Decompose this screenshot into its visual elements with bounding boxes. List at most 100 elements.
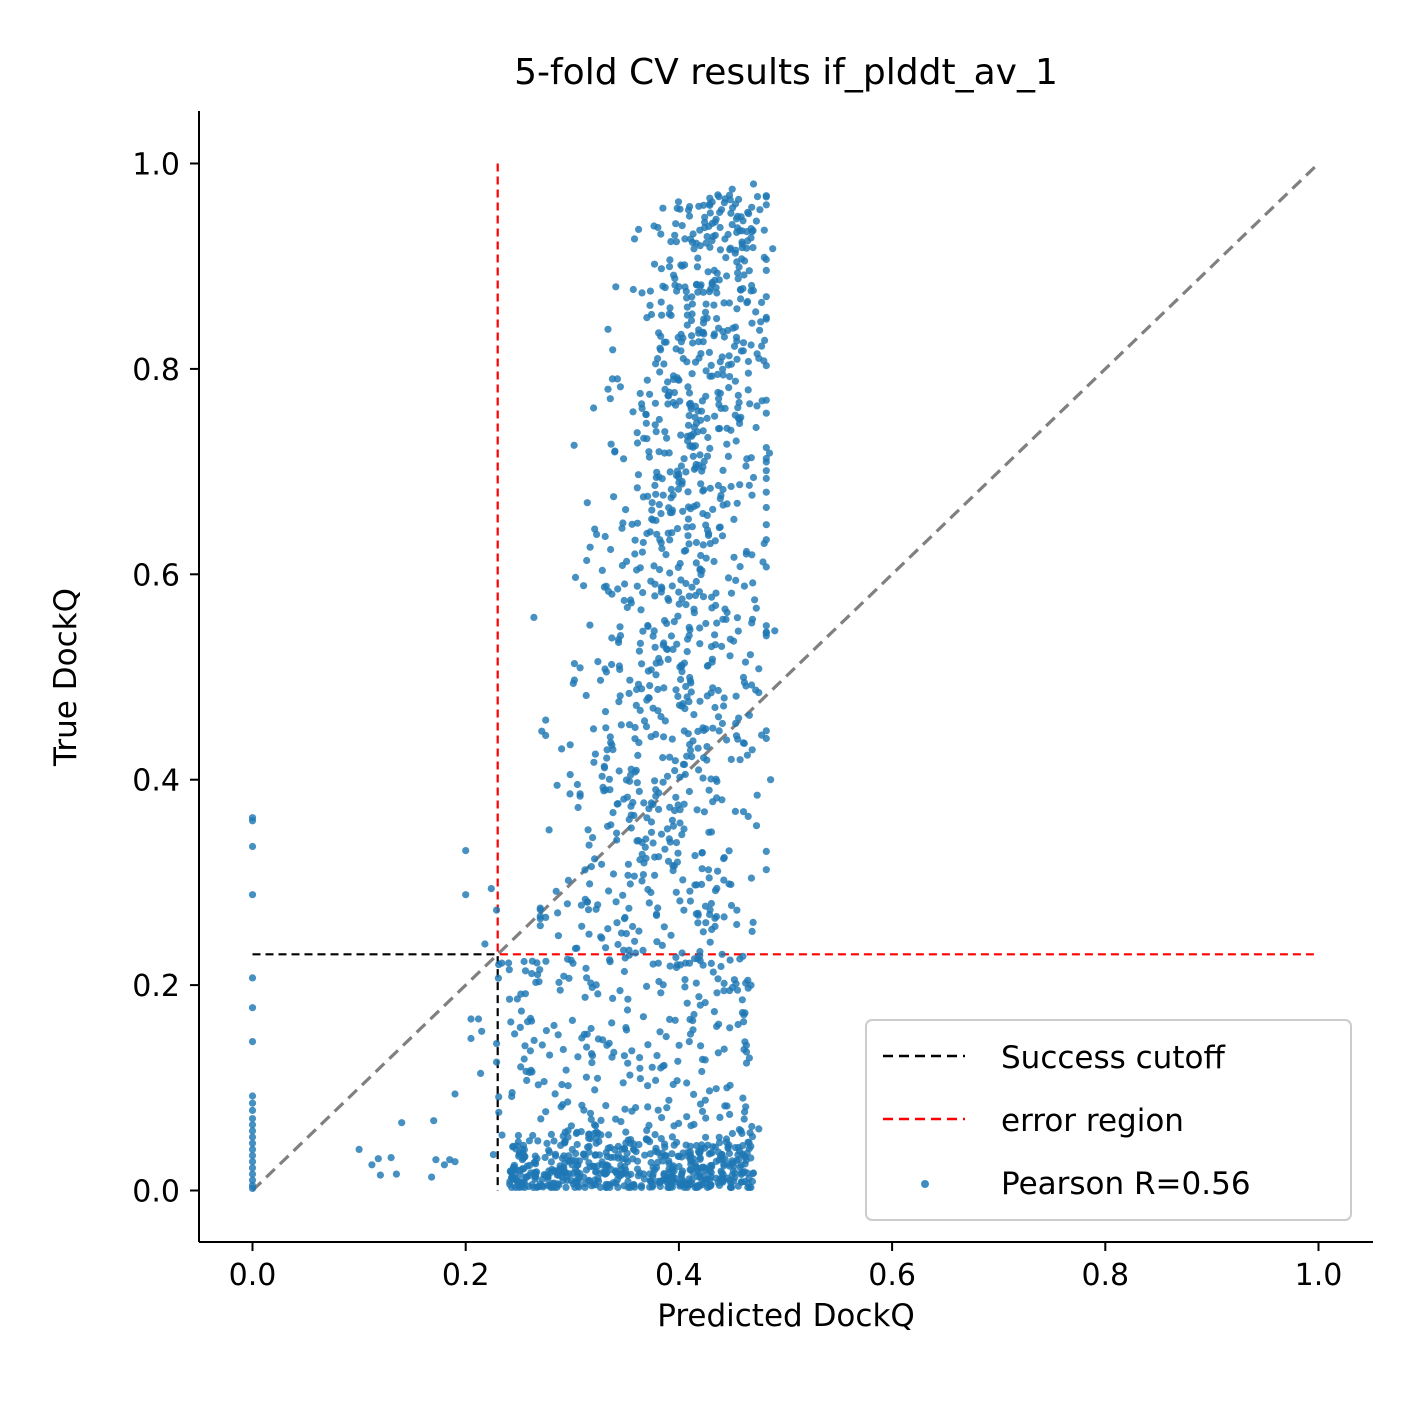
- data-point: [652, 516, 660, 525]
- data-point: [688, 523, 696, 531]
- data-point: [660, 1140, 669, 1148]
- data-point: [733, 920, 741, 929]
- data-point: [693, 881, 701, 889]
- data-point: [670, 618, 678, 626]
- data-point: [762, 467, 770, 475]
- data-point: [720, 1045, 728, 1053]
- x-tick-label: 1.0: [1295, 1258, 1343, 1293]
- data-point: [678, 595, 686, 603]
- data-point: [568, 1016, 577, 1024]
- data-point: [742, 462, 750, 470]
- data-point: [652, 786, 660, 794]
- data-point: [616, 383, 625, 391]
- data-point: [571, 573, 580, 582]
- data-point: [762, 293, 770, 301]
- data-point: [671, 231, 679, 239]
- data-point: [713, 289, 721, 297]
- data-point: [641, 1151, 649, 1159]
- data-point: [668, 1167, 677, 1175]
- data-point: [584, 826, 592, 834]
- data-point: [657, 230, 665, 238]
- data-point: [498, 959, 506, 967]
- data-point: [696, 624, 704, 632]
- data-point: [550, 1021, 558, 1030]
- data-point: [673, 287, 681, 295]
- data-point: [652, 659, 660, 667]
- data-point: [534, 1081, 542, 1089]
- data-point: [653, 1052, 661, 1060]
- data-point: [742, 1041, 751, 1049]
- data-point: [726, 635, 735, 643]
- data-point: [691, 442, 700, 450]
- data-point: [586, 543, 594, 551]
- data-point: [730, 515, 738, 524]
- data-point: [753, 402, 761, 410]
- data-point: [602, 582, 610, 590]
- data-point: [582, 691, 590, 700]
- data-point: [702, 1133, 710, 1141]
- data-point: [699, 928, 707, 936]
- data-point: [666, 1015, 674, 1024]
- data-point: [602, 1102, 610, 1110]
- data-point: [248, 1164, 257, 1172]
- data-point: [387, 1154, 395, 1162]
- data-point: [564, 1098, 572, 1106]
- data-point: [696, 1155, 704, 1163]
- y-ticks: 0.0 0.2 0.4 0.6 0.8 1.0: [132, 148, 199, 1210]
- data-point: [533, 959, 541, 967]
- data-point: [474, 1015, 483, 1023]
- data-point: [686, 673, 694, 682]
- data-point: [652, 910, 661, 918]
- data-point: [432, 1156, 440, 1164]
- data-point: [608, 1019, 616, 1027]
- data-point: [678, 222, 686, 230]
- data-point: [701, 1164, 709, 1172]
- data-point: [703, 511, 711, 519]
- data-point: [725, 299, 734, 307]
- data-point: [676, 663, 684, 671]
- data-point: [693, 263, 702, 271]
- data-point: [594, 658, 602, 666]
- data-point: [644, 1082, 652, 1090]
- data-point: [467, 1015, 475, 1023]
- data-point: [576, 790, 584, 798]
- data-point: [643, 814, 651, 822]
- data-point: [583, 499, 591, 507]
- data-point: [708, 593, 716, 601]
- data-point: [732, 719, 740, 728]
- data-point: [684, 635, 692, 643]
- data-point: [709, 505, 717, 513]
- data-point: [712, 215, 720, 223]
- data-point: [703, 692, 711, 700]
- data-point: [676, 397, 684, 405]
- data-point: [638, 660, 646, 668]
- data-point: [578, 922, 586, 930]
- data-point: [692, 577, 700, 586]
- data-point: [481, 940, 489, 948]
- data-point: [668, 1150, 676, 1158]
- data-point: [627, 771, 635, 779]
- data-point: [686, 887, 694, 895]
- data-point: [727, 209, 735, 217]
- data-point: [653, 938, 661, 946]
- data-point: [753, 791, 761, 799]
- data-point: [376, 1171, 384, 1179]
- data-point: [654, 959, 662, 967]
- data-point: [587, 1024, 595, 1033]
- data-point: [696, 640, 704, 648]
- data-point: [700, 201, 708, 209]
- data-point: [542, 1108, 550, 1116]
- data-point: [631, 937, 639, 945]
- data-point: [683, 648, 691, 656]
- data-point: [723, 736, 731, 744]
- data-point: [756, 326, 764, 334]
- data-point: [723, 1102, 731, 1110]
- data-point: [695, 1149, 704, 1157]
- data-point: [761, 336, 769, 344]
- data-point: [588, 1052, 597, 1060]
- data-point: [707, 959, 715, 968]
- data-point: [556, 986, 564, 994]
- data-point: [687, 316, 696, 325]
- data-point: [627, 599, 635, 607]
- data-point: [693, 1183, 701, 1191]
